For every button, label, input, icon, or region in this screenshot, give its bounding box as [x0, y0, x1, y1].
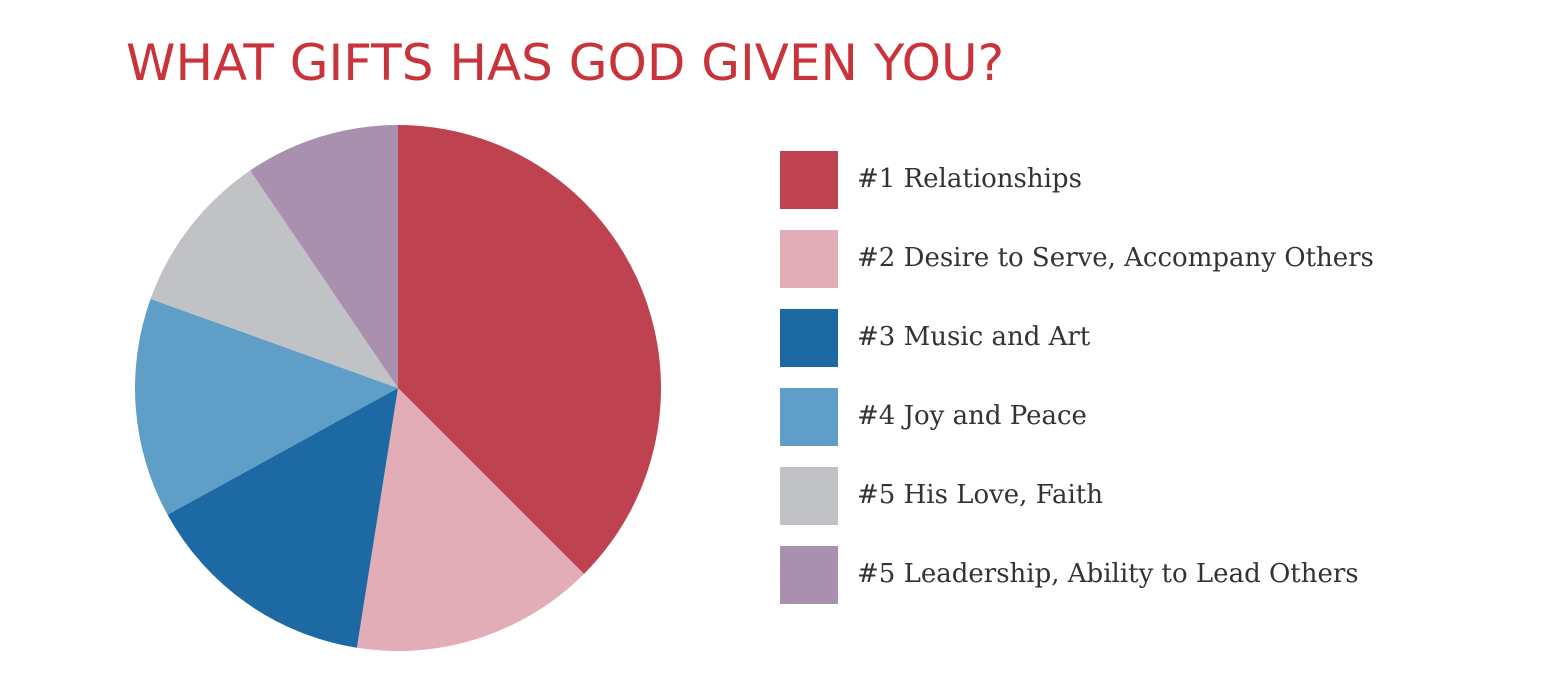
- legend-label: #4 Joy and Peace: [857, 401, 1087, 431]
- legend-label: #5 Leadership, Ability to Lead Others: [857, 559, 1359, 589]
- legend-label: #1 Relationships: [857, 164, 1082, 194]
- pie-slice: [135, 298, 399, 515]
- legend-swatch: [780, 388, 838, 446]
- legend-label: #3 Music and Art: [857, 322, 1091, 352]
- pie-slice: [250, 125, 398, 388]
- legend-label: #5 His Love, Faith: [857, 480, 1103, 510]
- pie-slice: [167, 388, 398, 648]
- legend-swatch: [780, 546, 838, 604]
- legend-swatch: [780, 151, 838, 209]
- pie-slice: [356, 388, 584, 651]
- legend-swatch: [780, 309, 838, 367]
- chart-title: WHAT GIFTS HAS GOD GIVEN YOU?: [126, 34, 1004, 92]
- legend-label: #2 Desire to Serve, Accompany Others: [857, 243, 1374, 273]
- legend-swatch: [780, 467, 838, 525]
- pie-slice: [150, 170, 398, 388]
- pie-slice: [398, 125, 661, 574]
- legend-swatch: [780, 230, 838, 288]
